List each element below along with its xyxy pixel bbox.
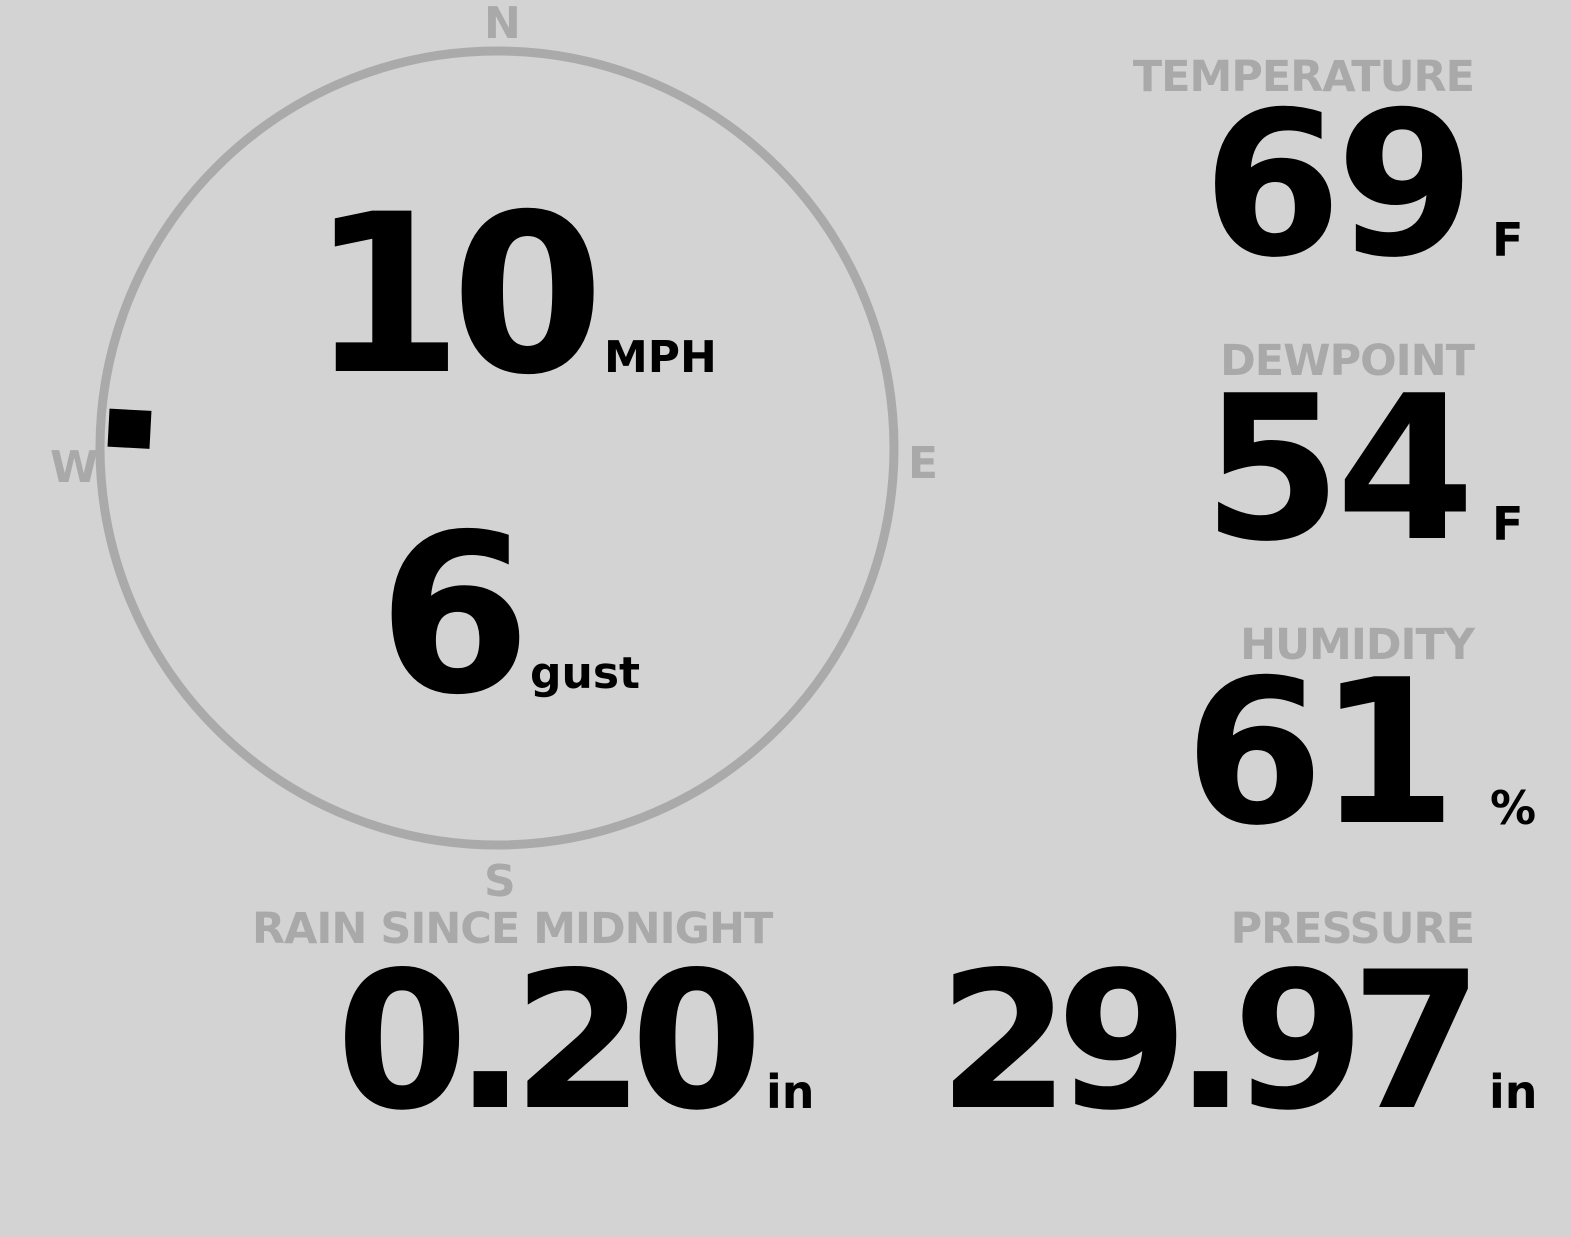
pressure-value: 29.97 bbox=[938, 931, 1483, 1152]
compass-west: W bbox=[50, 442, 99, 493]
wind-speed-value: 10 bbox=[310, 167, 604, 423]
dewpoint-unit: F bbox=[1492, 497, 1524, 551]
humidity-unit: % bbox=[1490, 781, 1537, 835]
humidity-label: HUMIDITY bbox=[1240, 620, 1475, 670]
wind-direction-marker bbox=[107, 408, 152, 449]
compass-north: N bbox=[484, 0, 521, 49]
rain-label: RAIN SINCE MIDNIGHT bbox=[252, 904, 773, 954]
wind-gust-unit: gust bbox=[530, 648, 641, 699]
compass-ring bbox=[95, 46, 899, 850]
wind-compass bbox=[95, 46, 899, 850]
compass-east: E bbox=[908, 438, 939, 489]
wind-speed-unit: MPH bbox=[604, 332, 717, 383]
humidity-value: 61 bbox=[1184, 637, 1457, 870]
pressure-unit: in bbox=[1489, 1065, 1538, 1119]
dewpoint-label: DEWPOINT bbox=[1220, 336, 1475, 386]
dewpoint-value: 54 bbox=[1202, 353, 1475, 586]
temperature-value: 69 bbox=[1202, 69, 1475, 302]
rain-unit: in bbox=[766, 1065, 815, 1119]
compass-south: S bbox=[484, 856, 516, 907]
temperature-label: TEMPERATURE bbox=[1132, 52, 1475, 102]
rain-value: 0.20 bbox=[336, 931, 763, 1152]
temperature-unit: F bbox=[1492, 213, 1524, 267]
wind-gust-value: 6 bbox=[378, 487, 531, 743]
pressure-label: PRESSURE bbox=[1230, 904, 1475, 954]
